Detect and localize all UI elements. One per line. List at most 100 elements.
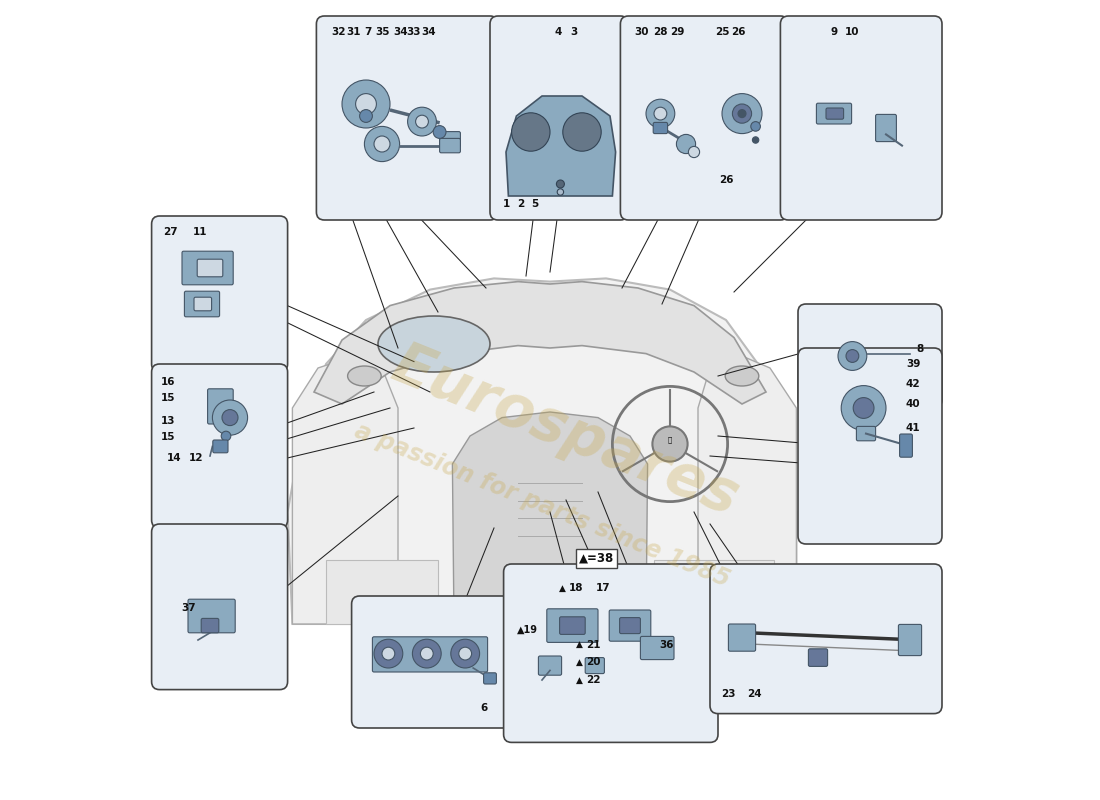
Text: ▲19: ▲19	[517, 625, 538, 634]
Circle shape	[733, 104, 751, 123]
FancyBboxPatch shape	[194, 297, 211, 310]
FancyBboxPatch shape	[826, 108, 844, 119]
FancyBboxPatch shape	[710, 564, 942, 714]
Text: 22: 22	[586, 675, 601, 685]
Circle shape	[222, 410, 238, 426]
Circle shape	[451, 639, 480, 668]
FancyBboxPatch shape	[619, 618, 640, 634]
FancyBboxPatch shape	[547, 609, 598, 642]
Text: 20: 20	[586, 658, 601, 667]
Circle shape	[374, 639, 403, 668]
Text: 15: 15	[161, 432, 175, 442]
Circle shape	[738, 110, 746, 118]
Circle shape	[654, 107, 667, 120]
FancyBboxPatch shape	[440, 131, 461, 146]
Text: 26: 26	[718, 175, 734, 185]
FancyBboxPatch shape	[899, 624, 922, 656]
Circle shape	[412, 639, 441, 668]
Circle shape	[842, 386, 886, 430]
Circle shape	[652, 426, 688, 462]
Text: 30: 30	[635, 27, 649, 37]
Text: 27: 27	[163, 227, 177, 237]
Circle shape	[558, 189, 563, 195]
FancyBboxPatch shape	[152, 216, 287, 372]
FancyBboxPatch shape	[440, 138, 461, 153]
Circle shape	[722, 94, 762, 134]
Circle shape	[355, 94, 376, 114]
FancyBboxPatch shape	[201, 618, 219, 633]
Circle shape	[382, 647, 395, 660]
Text: 10: 10	[845, 27, 860, 37]
Text: 32: 32	[331, 27, 346, 37]
Text: 42: 42	[906, 379, 921, 389]
Circle shape	[364, 126, 399, 162]
FancyBboxPatch shape	[373, 637, 487, 672]
FancyBboxPatch shape	[780, 16, 942, 220]
Text: 34: 34	[421, 27, 436, 37]
Text: ▲: ▲	[576, 640, 583, 650]
Text: ▲: ▲	[576, 658, 583, 667]
Text: 24: 24	[747, 689, 761, 698]
Circle shape	[342, 80, 390, 128]
FancyBboxPatch shape	[585, 658, 604, 674]
Circle shape	[416, 115, 428, 128]
Text: ▲: ▲	[559, 583, 565, 593]
Circle shape	[360, 110, 373, 122]
Ellipse shape	[725, 366, 759, 386]
Text: ▲: ▲	[576, 675, 583, 685]
Text: Eurospares: Eurospares	[384, 337, 748, 527]
Circle shape	[512, 113, 550, 151]
FancyBboxPatch shape	[152, 364, 287, 528]
FancyBboxPatch shape	[484, 673, 496, 684]
Text: 40: 40	[906, 399, 921, 409]
FancyBboxPatch shape	[808, 649, 827, 666]
Text: 26: 26	[732, 27, 746, 37]
Polygon shape	[326, 560, 438, 624]
Text: 17: 17	[595, 583, 610, 593]
Ellipse shape	[348, 366, 382, 386]
Text: 33: 33	[407, 27, 421, 37]
FancyBboxPatch shape	[900, 434, 912, 457]
Circle shape	[374, 136, 390, 152]
Circle shape	[212, 400, 248, 435]
Text: 18: 18	[569, 583, 584, 593]
Text: 41: 41	[906, 423, 921, 433]
Text: 3: 3	[571, 27, 578, 37]
FancyBboxPatch shape	[317, 16, 498, 220]
Circle shape	[433, 126, 446, 138]
FancyBboxPatch shape	[653, 122, 668, 134]
Text: 12: 12	[189, 453, 204, 462]
Text: 31: 31	[346, 27, 361, 37]
FancyBboxPatch shape	[798, 304, 942, 408]
FancyBboxPatch shape	[620, 16, 789, 220]
Text: 14: 14	[167, 453, 182, 462]
FancyBboxPatch shape	[504, 564, 718, 742]
Circle shape	[689, 146, 700, 158]
Text: 2: 2	[517, 199, 524, 209]
Text: 23: 23	[722, 689, 736, 698]
Text: 15: 15	[161, 394, 175, 403]
Text: 39: 39	[906, 359, 921, 369]
Circle shape	[751, 122, 760, 131]
FancyBboxPatch shape	[816, 103, 851, 124]
Polygon shape	[293, 356, 398, 624]
FancyBboxPatch shape	[798, 348, 942, 544]
Text: 29: 29	[670, 27, 684, 37]
Text: 🐴: 🐴	[668, 437, 672, 443]
Circle shape	[646, 99, 674, 128]
Text: 8: 8	[916, 344, 923, 354]
Polygon shape	[314, 282, 766, 404]
Text: 25: 25	[715, 27, 729, 37]
FancyBboxPatch shape	[640, 637, 674, 659]
Circle shape	[676, 134, 695, 154]
Polygon shape	[506, 96, 616, 196]
FancyBboxPatch shape	[490, 16, 628, 220]
Circle shape	[846, 350, 859, 362]
FancyBboxPatch shape	[560, 617, 585, 634]
Text: 1: 1	[503, 199, 509, 209]
FancyBboxPatch shape	[728, 624, 756, 651]
Text: 21: 21	[586, 640, 601, 650]
Text: 11: 11	[192, 227, 207, 237]
Text: 35: 35	[375, 27, 390, 37]
FancyBboxPatch shape	[197, 259, 223, 277]
